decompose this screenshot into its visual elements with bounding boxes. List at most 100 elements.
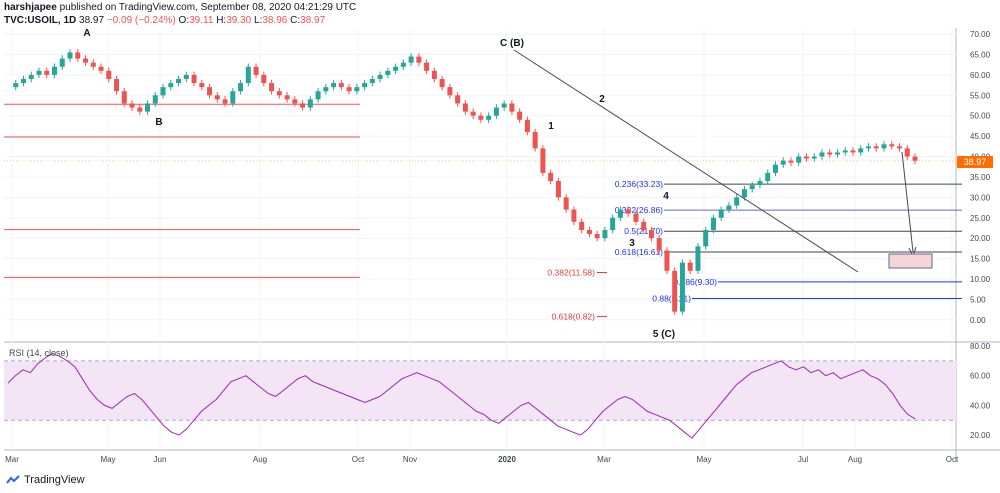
x-tick-label: Nov (403, 455, 417, 464)
candle-body (517, 111, 523, 120)
candle-body (346, 87, 352, 92)
candle-body (431, 70, 437, 79)
candle-body (207, 87, 213, 96)
tradingview-logo-icon (6, 475, 20, 485)
candle-body (114, 78, 120, 92)
fib-level-label: 0.618(16.61) (615, 247, 663, 257)
x-tick-label: Aug (253, 455, 267, 464)
candle-body (269, 83, 275, 92)
candle-body (850, 150, 856, 153)
symbol-legend: TVC:USOIL, 1D 38.97 −0.09 (−0.24%) O:39.… (4, 15, 325, 27)
candle-body (238, 83, 244, 92)
open-label: O: (178, 15, 190, 26)
candle-body (548, 172, 554, 182)
candle-body (912, 156, 918, 161)
candle-body (245, 66, 251, 84)
x-tick-label: Aug (848, 455, 862, 464)
candle-body (137, 107, 143, 112)
y-tick-label: 55.00 (970, 91, 991, 100)
candle-body (827, 152, 833, 155)
candle-body (191, 74, 197, 84)
candle-body (641, 221, 647, 230)
candle-body (362, 83, 368, 88)
candle-body (400, 62, 406, 67)
candle-body (416, 56, 422, 63)
candle-body (493, 107, 499, 116)
fib-level-label-red: 0.382(11.58) (547, 268, 595, 278)
y-tick-label: 20.00 (970, 234, 991, 243)
last-price: 38.97 (79, 15, 105, 26)
candle-body (796, 156, 802, 163)
fib-level-label: 0.786(9.30) (674, 277, 718, 287)
candle-body (21, 78, 27, 84)
candle-body (478, 115, 484, 120)
candle-body (230, 91, 236, 104)
close-value: 38.97 (300, 15, 326, 26)
candle-body (145, 103, 151, 112)
candle-body (28, 74, 34, 79)
symbol-name[interactable]: TVC:USOIL, 1D (4, 15, 77, 26)
tradingview-brand: TradingView (24, 474, 85, 486)
author-name[interactable]: harshjapee (4, 2, 57, 13)
candle-body (214, 95, 220, 100)
candle-body (292, 99, 298, 104)
x-tick-label: 2020 (498, 455, 516, 464)
y-tick-label: 35.00 (970, 173, 991, 182)
candle-body (524, 119, 530, 133)
candle-body (865, 146, 871, 149)
candle-body (13, 83, 19, 88)
candle-body (129, 103, 135, 108)
y-tick-label: 30.00 (970, 193, 991, 202)
candle-body (369, 78, 375, 84)
high-label: H: (216, 15, 227, 26)
candle-body (152, 95, 158, 104)
candle-body (656, 238, 662, 251)
wave-label: 3 (629, 238, 635, 249)
candle-body (672, 270, 678, 312)
last-price-tag-bg (957, 156, 993, 168)
candle-body (98, 66, 104, 71)
candle-body (563, 197, 569, 210)
candle-body (602, 230, 608, 239)
candle-body (59, 58, 65, 67)
candle-body (834, 152, 840, 155)
candle-body (439, 78, 445, 88)
candle-body (160, 87, 166, 96)
fib-level-label-red: 0.618(0.82) (552, 311, 596, 321)
fib-level-label: 0.382(26.86) (615, 205, 663, 215)
rsi-tick-label: 20.00 (970, 431, 991, 440)
high-value: 39.30 (226, 15, 252, 26)
candle-body (106, 70, 112, 79)
rsi-tick-label: 60.00 (970, 372, 991, 381)
publish-info: harshjapee published on TradingView.com,… (4, 2, 356, 14)
y-tick-label: 65.00 (970, 50, 991, 59)
x-tick-label: May (100, 455, 115, 464)
candle-body (819, 152, 825, 157)
wave-label: 2 (599, 94, 605, 105)
trend-line[interactable] (513, 49, 859, 273)
tradingview-footer[interactable]: TradingView (6, 474, 85, 486)
candle-body (687, 262, 693, 271)
rsi-tick-label: 40.00 (970, 401, 991, 410)
candle-body (284, 95, 290, 100)
candle-body (83, 58, 89, 63)
price-chart[interactable]: 0.236(33.23)0.382(26.86)0.5(21.70)0.618(… (0, 0, 1000, 470)
candle-body (447, 87, 453, 96)
candle-body (393, 66, 399, 71)
target-arrow[interactable] (901, 151, 914, 253)
candle-body (470, 111, 476, 116)
candle-body (633, 213, 639, 222)
candle-body (90, 62, 96, 67)
candle-body (67, 52, 73, 59)
fib-level-label: 0.236(33.23) (615, 179, 663, 189)
x-tick-label: Jul (798, 455, 808, 464)
candle-body (586, 230, 592, 235)
candle-body (509, 103, 515, 112)
candle-body (385, 70, 391, 75)
candle-body (788, 160, 794, 163)
rsi-tick-label: 80.00 (970, 342, 991, 351)
x-tick-label: Mar (5, 455, 19, 464)
candle-body (183, 74, 189, 79)
target-box[interactable] (888, 253, 933, 269)
rsi-band (4, 360, 956, 421)
